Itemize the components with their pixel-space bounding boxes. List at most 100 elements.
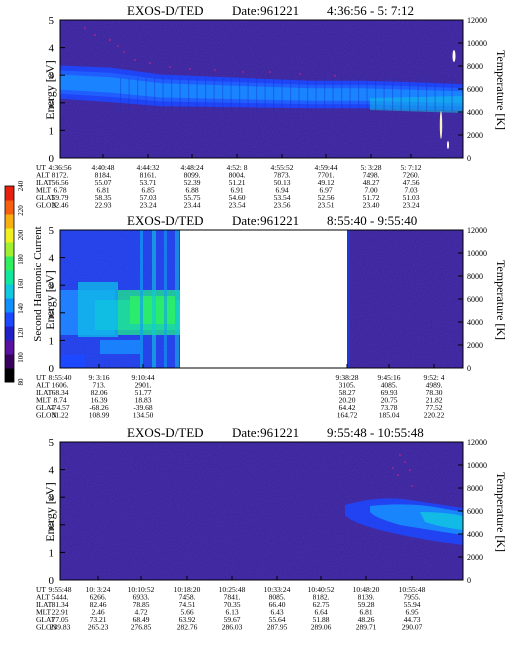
ytick-label-right: 2000 (467, 341, 483, 350)
band-striation (128, 77, 130, 112)
band-striation (222, 77, 224, 112)
colorbar-swatch (5, 368, 14, 383)
table-cell: 78.30 (426, 388, 443, 397)
ytick-label-right: 2000 (467, 553, 483, 562)
table-cell: 4:52: 8 (226, 163, 247, 172)
table-cell: 4:40:48 (92, 163, 115, 172)
table-cell: 4:48:24 (181, 163, 204, 172)
ytick-label-left: 4 (49, 253, 55, 265)
table-cell: 108.99 (89, 411, 110, 420)
table-cell: 47.56 (403, 178, 420, 187)
ytick-label-right: 6000 (467, 295, 483, 304)
table-cell: 50.13 (274, 178, 291, 187)
band-striation (205, 77, 207, 112)
table-row-label: UT (36, 585, 46, 594)
table-cell: 10:33:24 (264, 585, 291, 594)
table-cell: 8182. (313, 593, 330, 602)
table-cell: 81.34 (52, 600, 69, 609)
ytick-label-left: 3 (49, 492, 55, 504)
table-cell: 2.46 (91, 608, 104, 617)
table-cell: 6933. (133, 593, 150, 602)
ytick-label-left: 4 (49, 43, 55, 55)
table-cell: 54.60 (229, 193, 246, 202)
ytick-label-left: 0 (49, 153, 55, 165)
panel-2-data-left (60, 230, 180, 368)
ytick-label-right: 0 (467, 576, 471, 585)
table-cell: 9:10:44 (132, 373, 155, 382)
table-cell: 4:44:32 (137, 163, 160, 172)
colorbar-tick-label: 240 (17, 180, 25, 191)
colorbar-swatches (5, 186, 14, 383)
table-cell: -39.68 (133, 403, 153, 412)
table-cell: 4:36:56 (49, 163, 72, 172)
table-cell: 66.40 (269, 600, 286, 609)
table-cell: 6.81 (96, 186, 109, 195)
table-cell: 48.26 (358, 615, 375, 624)
band-striation (290, 77, 292, 112)
table-cell: 77.52 (426, 403, 443, 412)
table-row-label: GLON (36, 623, 57, 632)
panel-1-title-text: EXOS-D/TED (127, 3, 204, 18)
table-cell: -74.57 (50, 403, 70, 412)
band-striation (443, 77, 445, 112)
table-cell: 9:45:16 (378, 373, 401, 382)
table-row-label: ALT (36, 593, 50, 602)
panel-2-date: Date:961221 (232, 213, 299, 228)
band-striation (179, 77, 181, 112)
table-cell: 64.42 (339, 403, 356, 412)
table-cell: 51.21 (229, 178, 246, 187)
table-cell: -68.26 (89, 403, 109, 412)
band-striation (298, 77, 300, 112)
table-cell: 289.06 (311, 623, 332, 632)
table-cell: 59.79 (52, 193, 69, 202)
panel-2-axes: 0 1 2 3 4 5 0 2000 4000 6000 8000 10000 12000 (49, 225, 488, 375)
table-cell: 6.81 (359, 608, 372, 617)
band-striation (324, 77, 326, 112)
band-striation (426, 77, 428, 112)
table-cell: 55.75 (184, 193, 201, 202)
panel-3-title-text: EXOS-D/TED (127, 425, 204, 440)
ytick-label-right: 10000 (467, 249, 487, 258)
table-row-label: GLON (36, 411, 57, 420)
ytick-label-right: 8000 (467, 272, 483, 281)
ytick-label-right: 4000 (467, 108, 483, 117)
table-cell: 6.13 (225, 608, 238, 617)
table-cell: 7.03 (404, 186, 417, 195)
panel-3-ylabel: Energy [eV] (43, 482, 57, 541)
panel-1: EXOS-D/TED Date:961221 4:36:56 - 5: 7:12… (36, 3, 505, 210)
table-cell: 6.91 (230, 186, 243, 195)
ytick-label-right: 6000 (467, 507, 483, 516)
panel-1-streak-2 (439, 111, 443, 139)
table-cell: 8.74 (53, 396, 66, 405)
ytick-label-right: 12000 (467, 16, 487, 25)
band-striation (273, 77, 275, 112)
band-striation (213, 77, 215, 112)
colorbar-swatch (5, 256, 14, 271)
table-row-label: MLT (36, 186, 52, 195)
colorbar-tick-label: 180 (17, 254, 25, 265)
table-cell: 53.54 (274, 193, 291, 202)
colorbar-tick-label: 160 (17, 278, 25, 289)
table-cell: 4:55:52 (271, 163, 294, 172)
table-cell: 4989. (426, 381, 443, 390)
table-cell: 282.76 (177, 623, 198, 632)
ytick-label-right: 2000 (467, 131, 483, 140)
table-cell: 49.12 (318, 178, 335, 187)
panel-2-data-right (347, 230, 463, 368)
table-cell: 51.88 (313, 615, 330, 624)
table-row-label: MLT (36, 396, 52, 405)
band-striation (358, 77, 360, 112)
table-cell: 1606. (52, 381, 69, 390)
table-cell: 9:55:48 (49, 585, 72, 594)
band-striation (349, 77, 351, 112)
panel-1-band (60, 65, 463, 113)
table-cell: 23.24 (403, 201, 420, 210)
table-cell: 5444. (52, 593, 69, 602)
table-cell: 58.27 (339, 388, 356, 397)
ytick-label-right: 8000 (467, 484, 483, 493)
ytick-label-right: 0 (467, 154, 471, 163)
table-cell: 70.35 (224, 600, 241, 609)
band-striation (307, 77, 309, 112)
band-striation (400, 77, 402, 112)
